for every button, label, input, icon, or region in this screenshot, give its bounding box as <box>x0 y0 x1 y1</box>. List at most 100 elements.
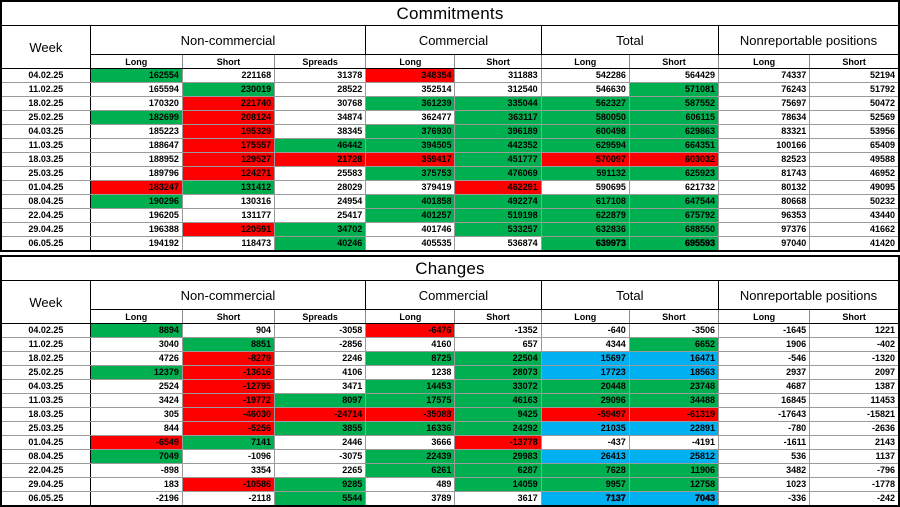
value-cell: -35088 <box>365 407 456 422</box>
value-cell: 40246 <box>274 236 367 252</box>
value-cell: 82523 <box>718 152 811 167</box>
value-cell: 11453 <box>809 393 900 408</box>
value-cell: 100166 <box>718 138 811 153</box>
table-row: 01.04.25 -6549 7141 2446 3666 -13778 -437 -4191… <box>0 435 900 450</box>
week-cell: 25.03.25 <box>0 421 91 436</box>
value-cell: 536874 <box>454 236 542 252</box>
week-cell: 11.03.25 <box>0 138 91 153</box>
value-cell: 11906 <box>628 463 719 478</box>
value-cell: 3789 <box>365 491 456 507</box>
value-cell: 688550 <box>628 222 720 237</box>
value-cell: 401746 <box>365 222 456 237</box>
value-cell: 311883 <box>454 68 542 83</box>
table-row: 11.03.25 3424 -19772 8097 17575 46163 29096 344… <box>0 393 900 408</box>
value-cell: 183247 <box>89 180 183 195</box>
value-cell: 580050 <box>540 110 630 125</box>
week-cell: 25.03.25 <box>0 166 91 181</box>
value-cell: 23748 <box>628 379 719 394</box>
value-cell: 38345 <box>274 124 367 139</box>
value-cell: 305 <box>89 407 183 422</box>
week-cell: 25.02.25 <box>0 365 91 380</box>
value-cell: 8851 <box>181 337 276 352</box>
value-cell: 65409 <box>809 138 900 153</box>
value-cell: 196205 <box>89 208 183 223</box>
table-row: 29.04.25 196388 120591 34702 401746 533257 632… <box>0 222 900 237</box>
value-cell: 33072 <box>454 379 542 394</box>
subcol-nonreportable-long: Long <box>718 54 811 69</box>
value-cell: 3617 <box>454 491 542 507</box>
value-cell: 348354 <box>365 68 456 83</box>
value-cell: 17723 <box>540 365 630 380</box>
value-cell: 188647 <box>89 138 183 153</box>
week-cell: 01.04.25 <box>0 435 91 450</box>
value-cell: 570097 <box>540 152 630 167</box>
value-cell: 375753 <box>365 166 456 181</box>
value-cell: 29983 <box>454 449 542 464</box>
group-non-commercial: Non-commercial <box>89 25 367 55</box>
value-cell: 221168 <box>181 68 276 83</box>
value-cell: -19772 <box>181 393 276 408</box>
value-cell: 14453 <box>365 379 456 394</box>
subcol-total-long: Long <box>540 54 630 69</box>
value-cell: 20448 <box>540 379 630 394</box>
value-cell: 34702 <box>274 222 367 237</box>
value-cell: 25583 <box>274 166 367 181</box>
table-row: 18.03.25 188952 129527 21728 359417 451777 570… <box>0 152 900 167</box>
value-cell: 664351 <box>628 138 720 153</box>
value-cell: 476069 <box>454 166 542 181</box>
value-cell: 401257 <box>365 208 456 223</box>
table-row: 04.02.25 8894 904 -3058 -6476 -1352 -640 -3506-… <box>0 323 900 338</box>
changes-table: Changes Week Non-commercial Commercial T… <box>0 255 900 507</box>
value-cell: -12795 <box>181 379 276 394</box>
value-cell: 2937 <box>717 365 811 380</box>
value-cell: 405535 <box>365 236 456 252</box>
subcol-total-long: Long <box>540 309 630 324</box>
value-cell: 21728 <box>274 152 367 167</box>
table-row: 18.02.25 4726 -8279 2246 8725 22504 15697 16471… <box>0 351 900 366</box>
value-cell: 571081 <box>628 82 720 97</box>
value-cell: 162554 <box>89 68 183 83</box>
value-cell: -437 <box>540 435 630 450</box>
week-cell: 29.04.25 <box>0 222 91 237</box>
week-cell: 11.03.25 <box>0 393 91 408</box>
table-row: 25.02.25 12379 -13616 4106 1238 28073 17723 185… <box>0 365 900 380</box>
subcol-noncommercial-long: Long <box>89 309 183 324</box>
value-cell: 53956 <box>809 124 900 139</box>
table-row: 06.05.25 -2196 -2118 5544 3789 3617 7137 7043 -3… <box>0 491 900 507</box>
value-cell: 312540 <box>454 82 542 97</box>
changes-body: 04.02.25 8894 904 -3058 -6476 -1352 -640 -3506-… <box>0 323 900 507</box>
value-cell: -61319 <box>628 407 719 422</box>
value-cell: 2097 <box>809 365 900 380</box>
table-row: 29.04.25 183 -10586 9285 489 14059 9957 12758 10… <box>0 477 900 492</box>
table-row: 25.03.25 189796 124271 25583 375753 476069 591… <box>0 166 900 181</box>
value-cell: 21035 <box>540 421 630 436</box>
commitments-body: 04.02.25 162554 221168 31378 348354 311883 542… <box>0 68 900 252</box>
value-cell: 533257 <box>454 222 542 237</box>
value-cell: 31378 <box>274 68 367 83</box>
value-cell: -6476 <box>365 323 456 338</box>
value-cell: 34488 <box>628 393 719 408</box>
value-cell: 46952 <box>809 166 900 181</box>
value-cell: 6652 <box>628 337 719 352</box>
subcol-commercial-long: Long <box>365 309 456 324</box>
value-cell: 639973 <box>540 236 630 252</box>
value-cell: 442352 <box>454 138 542 153</box>
value-cell: 564429 <box>628 68 720 83</box>
subcol-noncommercial-short: Short <box>181 309 276 324</box>
table-row: 11.03.25 188647 175557 46442 394505 442352 629… <box>0 138 900 153</box>
value-cell: 1137 <box>809 449 900 464</box>
value-cell: -2856 <box>274 337 367 352</box>
value-cell: 97376 <box>718 222 811 237</box>
value-cell: 9957 <box>540 477 630 492</box>
value-cell: 363117 <box>454 110 542 125</box>
value-cell: 131177 <box>181 208 276 223</box>
value-cell: -1611 <box>717 435 811 450</box>
subcol-commercial-short: Short <box>454 309 542 324</box>
value-cell: 34874 <box>274 110 367 125</box>
value-cell: 1387 <box>809 379 900 394</box>
value-cell: 129527 <box>181 152 276 167</box>
week-cell: 08.04.25 <box>0 194 91 209</box>
value-cell: 29096 <box>540 393 630 408</box>
value-cell: 3424 <box>89 393 183 408</box>
value-cell: 3855 <box>274 421 367 436</box>
